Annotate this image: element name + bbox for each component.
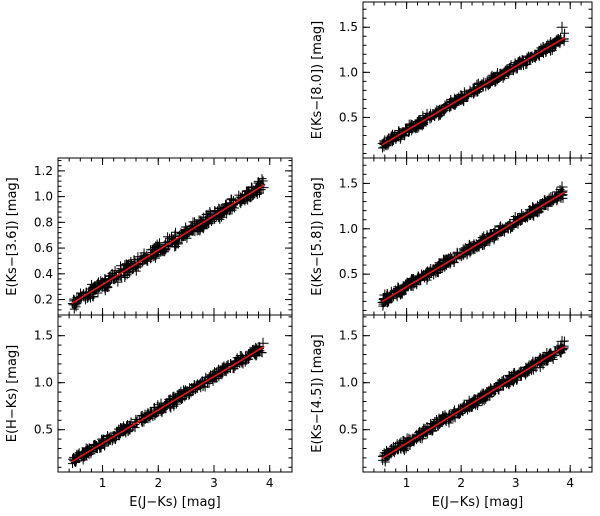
y-tick-label: 1.0	[34, 190, 53, 204]
y-tick-label: 1.5	[34, 329, 53, 343]
x-tick-label: 3	[512, 476, 520, 490]
y-tick-label: 1.5	[339, 20, 358, 34]
y-tick-label: 1.5	[339, 176, 358, 190]
y-axis-label: E(Ks−[3.6]) [mag]	[5, 177, 20, 296]
fit-line	[71, 345, 265, 463]
scatter-point	[450, 93, 460, 103]
scatter-point	[552, 187, 562, 197]
scatter-point	[463, 405, 473, 415]
scatter-point	[402, 433, 412, 443]
scatter-point	[521, 60, 531, 70]
x-tick-label: 2	[154, 476, 162, 490]
y-tick-label: 0.5	[339, 110, 358, 124]
panel-ks36: 0.2 0.4 0.6 0.8 1.0 1.2 E(Ks−[3.6]) [mag]	[5, 157, 293, 316]
x-tick-label: 4	[566, 476, 574, 490]
scatter-point	[152, 239, 162, 249]
y-tick-label: 1.5	[339, 329, 358, 343]
marks	[68, 337, 269, 469]
data-point	[556, 181, 568, 193]
scatter-point	[253, 178, 263, 188]
data-point	[400, 124, 412, 136]
fit-line	[381, 345, 566, 460]
scatter-point	[154, 238, 164, 248]
y-tick-label: 0.5	[339, 423, 358, 437]
panel-hks: 1 2 3 4 0.5 1.0 1.5 E(H−Ks) [mag] E(J−Ks) [mag]	[5, 314, 293, 510]
scatter-point	[117, 272, 127, 282]
data-point	[180, 228, 192, 240]
scatter-point	[429, 270, 439, 280]
y-axis-label: E(H−Ks) [mag]	[5, 345, 20, 442]
scatter-point	[207, 216, 217, 226]
plot-frame	[362, 314, 593, 473]
y-axis-label: E(Ks−[8.0]) [mag]	[310, 21, 325, 140]
x-axis-label: E(J−Ks) [mag]	[432, 495, 524, 510]
scatter-point	[226, 194, 236, 204]
scatter-point	[236, 199, 246, 209]
scatter-point	[528, 365, 538, 375]
x-tick-label: 1	[403, 476, 411, 490]
scatter-point	[103, 282, 113, 292]
scatter-point	[151, 251, 161, 261]
data-point	[379, 289, 391, 301]
plot-frame	[57, 314, 293, 473]
y-axis-label: E(Ks−[5.8]) [mag]	[310, 177, 325, 296]
scatter-point	[528, 210, 538, 220]
data-point	[556, 335, 568, 347]
fit-line	[381, 191, 566, 303]
marks	[67, 174, 269, 314]
marks	[377, 21, 570, 153]
marks	[377, 181, 568, 311]
y-tick-label: 1.0	[339, 65, 358, 79]
scatter-point	[133, 252, 143, 262]
scatter-point	[157, 407, 167, 417]
scatter-point	[529, 211, 539, 221]
y-tick-label: 0.5	[339, 267, 358, 281]
scatter-point	[426, 419, 436, 429]
scatter-point	[120, 260, 130, 270]
y-tick-label: 1.0	[34, 376, 53, 390]
y-axis-label: E(Ks−[4.5]) [mag]	[310, 334, 325, 453]
marks	[378, 335, 569, 467]
x-tick-label: 4	[266, 476, 274, 490]
y-tick-label: 0.5	[34, 423, 53, 437]
x-tick-label: 1	[99, 476, 107, 490]
panel-ks80: 0.5 1.0 1.5 E(Ks−[8.0]) [mag]	[310, 1, 593, 159]
scatter-point	[509, 368, 519, 378]
scatter-point	[450, 405, 460, 415]
scatter-point	[131, 266, 141, 276]
data-point	[420, 112, 432, 124]
data-point	[556, 21, 568, 33]
data-point	[222, 202, 234, 214]
y-tick-label: 1.0	[339, 376, 358, 390]
y-tick-label: 0.6	[34, 241, 53, 255]
x-tick-label: 3	[210, 476, 218, 490]
scatter-point	[396, 437, 406, 447]
y-tick-label: 1.2	[34, 164, 53, 178]
data-point	[440, 256, 452, 268]
y-tick-label: 0.4	[34, 267, 53, 281]
y-tick-label: 1.0	[339, 222, 358, 236]
fit-line	[381, 36, 566, 146]
scatter-point	[499, 375, 509, 385]
fit-line	[71, 184, 265, 305]
y-tick-label: 0.2	[34, 293, 53, 307]
x-tick-label: 2	[457, 476, 465, 490]
panel-ks45: 1 2 3 4 0.5 1.0 1.5 E(Ks−[4.5]) [mag] E(J−Ks) [m…	[310, 314, 593, 510]
x-axis-label: E(J−Ks) [mag]	[129, 495, 221, 510]
scatter-point	[399, 446, 409, 456]
panel-ks58: 0.5 1.0 1.5 E(Ks−[5.8]) [mag]	[310, 157, 593, 316]
scatter-point	[252, 190, 262, 200]
scatter-point	[171, 227, 181, 237]
y-tick-label: 0.8	[34, 215, 53, 229]
